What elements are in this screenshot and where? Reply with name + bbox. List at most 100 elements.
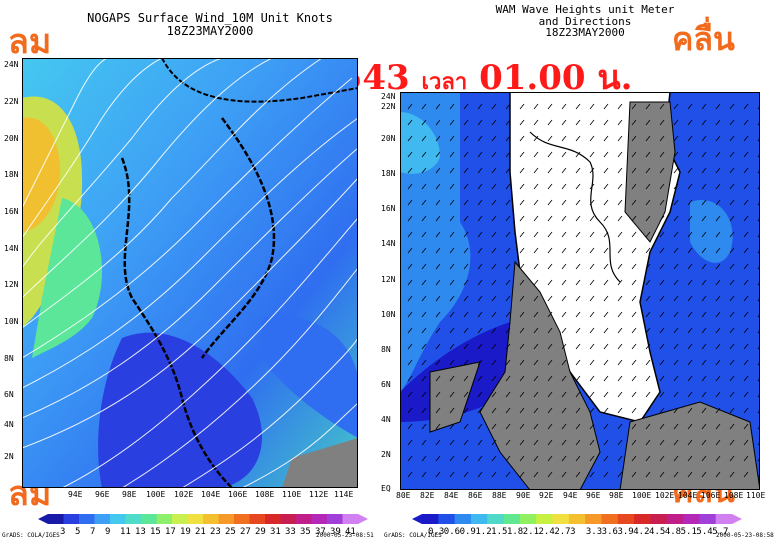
right-x-tick: 98E — [609, 491, 624, 500]
wave-arrow — [421, 471, 427, 478]
wave-arrow — [743, 471, 749, 478]
left-colorbar-values: 3 5 7 9 11 13 15 17 19 21 23 25 27 29 31 33 35 37 39 41 — [60, 527, 360, 539]
wave-arrow — [449, 151, 455, 158]
wave-arrow — [603, 151, 609, 158]
wave-arrow — [491, 311, 497, 318]
wave-arrow — [715, 119, 721, 126]
wave-arrow — [547, 151, 553, 158]
colorbar-swatch — [519, 514, 537, 524]
wave-arrow — [631, 327, 637, 334]
wave-arrow — [701, 199, 707, 206]
wind-zone-calm-east — [262, 316, 358, 438]
wave-map-border — [400, 92, 760, 490]
wave-arrow — [435, 295, 441, 302]
wave-arrow — [561, 103, 567, 110]
coastline-east — [200, 117, 276, 359]
colorbar-value: 5.4 — [696, 527, 713, 537]
wave-arrow — [729, 471, 735, 478]
wave-arrow — [463, 167, 469, 174]
wave-arrow — [533, 471, 539, 478]
wave-arrow — [547, 103, 553, 110]
wave-arrow — [645, 231, 651, 238]
wave-arrow — [603, 231, 609, 238]
wave-arrow — [645, 295, 651, 302]
wave-arrow — [561, 359, 567, 366]
colorbar-swatch — [48, 514, 64, 524]
wave-arrow — [645, 247, 651, 254]
wave-arrow — [757, 393, 760, 398]
colorbar-value: 2.7 — [554, 527, 571, 537]
wave-arrow — [449, 455, 455, 462]
wave-arrow — [547, 199, 553, 206]
wave-arrow — [449, 311, 455, 318]
colorbar-swatch — [438, 514, 456, 524]
wave-arrow — [701, 167, 707, 174]
wave-arrow — [575, 407, 581, 414]
wave-map — [400, 92, 760, 490]
colorbar-arrow-left — [412, 514, 422, 524]
wave-arrow — [617, 327, 623, 334]
wave-arrow — [505, 423, 511, 430]
wave-arrow — [645, 311, 651, 318]
wave-arrow — [659, 247, 665, 254]
wave-arrow — [435, 471, 441, 478]
wave-arrow — [617, 439, 623, 446]
wave-arrow — [505, 311, 511, 318]
wave-arrow — [407, 343, 413, 350]
wave-arrow — [449, 359, 455, 366]
wave-arrow — [743, 215, 749, 222]
wave-arrow — [407, 439, 413, 446]
wave-arrow — [715, 327, 721, 334]
wave-arrow — [631, 183, 637, 190]
wave-arrow — [743, 423, 749, 430]
wave-arrow — [575, 263, 581, 270]
colorbar-swatch — [218, 514, 235, 524]
wave-arrow — [491, 119, 497, 126]
wave-arrow — [603, 407, 609, 414]
wave-arrow — [687, 343, 693, 350]
colorbar-swatch — [617, 514, 635, 524]
colorbar-value: 7 — [90, 527, 96, 537]
wave-arrow — [519, 311, 525, 318]
left-y-tick: 4N — [4, 420, 14, 429]
wave-arrow — [519, 407, 525, 414]
left-credit: GrADS: COLA/IGES — [2, 532, 60, 539]
wave-arrow — [547, 279, 553, 286]
wave-arrow — [435, 183, 441, 190]
wave-arrow — [561, 327, 567, 334]
wave-arrow — [673, 295, 679, 302]
wave-arrow — [505, 375, 511, 382]
wave-arrow — [715, 455, 721, 462]
left-y-tick: 16N — [4, 207, 19, 216]
wave-arrow — [673, 343, 679, 350]
wave-arrow — [505, 439, 511, 446]
wave-arrow — [757, 457, 760, 462]
wave-arrow — [449, 423, 455, 430]
wave-arrow — [463, 391, 469, 398]
right-x-tick: 94E — [563, 491, 578, 500]
wave-arrow — [561, 183, 567, 190]
wave-arrow — [757, 137, 760, 142]
right-x-tick: 110E — [746, 491, 766, 500]
wave-arrow — [561, 455, 567, 462]
wave-arrow — [449, 231, 455, 238]
wave-arrow — [477, 439, 483, 446]
wave-arrow — [505, 231, 511, 238]
right-y-tick: 12N — [381, 275, 396, 284]
wave-arrow — [533, 119, 539, 126]
wave-arrow — [757, 329, 760, 334]
wave-arrow — [673, 359, 679, 366]
wave-arrow — [435, 247, 441, 254]
wave-arrow — [743, 343, 749, 350]
wave-arrow — [477, 167, 483, 174]
wave-arrow — [449, 295, 455, 302]
wave-arrow — [757, 361, 760, 366]
wave-arrow — [561, 199, 567, 206]
wave-arrow — [659, 103, 665, 110]
wave-arrow — [757, 233, 760, 238]
wave-arrow — [463, 455, 469, 462]
wind-zone-peak — [22, 117, 61, 233]
wave-arrow — [715, 375, 721, 382]
wave-arrow — [589, 119, 595, 126]
wave-arrow — [449, 263, 455, 270]
